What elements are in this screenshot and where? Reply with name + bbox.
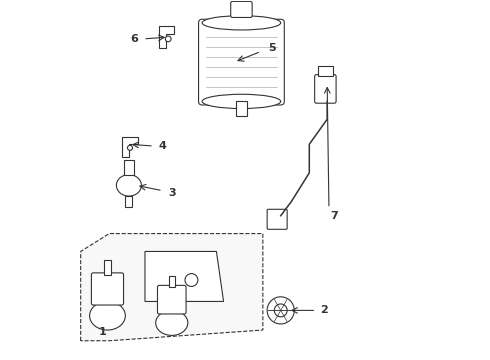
- Circle shape: [274, 304, 287, 317]
- Polygon shape: [81, 234, 263, 341]
- Circle shape: [185, 274, 198, 287]
- Polygon shape: [145, 251, 223, 301]
- Text: 6: 6: [130, 34, 138, 44]
- Bar: [123, 160, 134, 175]
- FancyBboxPatch shape: [267, 209, 287, 229]
- Ellipse shape: [202, 94, 281, 109]
- Bar: [169, 276, 174, 287]
- Polygon shape: [122, 137, 138, 157]
- Circle shape: [165, 36, 171, 42]
- Bar: [318, 66, 333, 76]
- Text: 3: 3: [168, 188, 175, 198]
- FancyBboxPatch shape: [315, 75, 336, 103]
- Ellipse shape: [90, 301, 125, 330]
- Ellipse shape: [117, 175, 142, 196]
- Bar: [236, 102, 247, 116]
- Ellipse shape: [156, 310, 188, 336]
- Text: 4: 4: [159, 141, 167, 151]
- Polygon shape: [159, 26, 173, 48]
- Text: 2: 2: [319, 305, 327, 315]
- Bar: [104, 260, 111, 275]
- Bar: [125, 196, 132, 207]
- Circle shape: [267, 297, 294, 324]
- FancyBboxPatch shape: [231, 1, 252, 18]
- Ellipse shape: [202, 16, 281, 30]
- FancyBboxPatch shape: [198, 19, 284, 105]
- FancyBboxPatch shape: [157, 285, 186, 314]
- Text: 5: 5: [268, 43, 275, 53]
- Text: 1: 1: [98, 327, 106, 337]
- FancyBboxPatch shape: [92, 273, 123, 305]
- Text: 7: 7: [330, 211, 338, 221]
- Circle shape: [127, 145, 132, 150]
